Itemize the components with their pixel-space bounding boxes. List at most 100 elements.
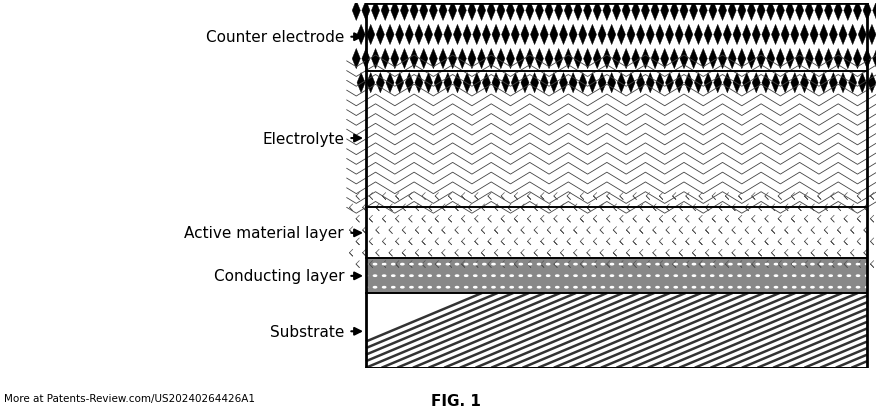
Polygon shape xyxy=(482,25,490,45)
Circle shape xyxy=(583,287,586,288)
Circle shape xyxy=(729,287,732,288)
Circle shape xyxy=(383,275,385,277)
Circle shape xyxy=(710,287,714,288)
Polygon shape xyxy=(560,73,568,94)
Circle shape xyxy=(419,275,422,277)
Polygon shape xyxy=(603,1,611,21)
Bar xyxy=(366,72,867,208)
Circle shape xyxy=(683,264,686,265)
Polygon shape xyxy=(439,49,447,70)
Circle shape xyxy=(674,287,678,288)
Polygon shape xyxy=(468,1,476,21)
Circle shape xyxy=(847,287,851,288)
Polygon shape xyxy=(646,73,655,94)
Polygon shape xyxy=(564,1,572,21)
Polygon shape xyxy=(502,25,510,45)
Circle shape xyxy=(638,264,641,265)
Polygon shape xyxy=(680,1,688,21)
Polygon shape xyxy=(357,25,365,45)
Polygon shape xyxy=(700,49,708,70)
Circle shape xyxy=(701,275,705,277)
Polygon shape xyxy=(791,73,799,94)
Polygon shape xyxy=(463,73,471,94)
Circle shape xyxy=(364,275,368,277)
Circle shape xyxy=(774,287,778,288)
Circle shape xyxy=(383,264,385,265)
Polygon shape xyxy=(525,49,534,70)
Circle shape xyxy=(519,275,523,277)
Polygon shape xyxy=(593,1,601,21)
Polygon shape xyxy=(829,25,838,45)
Circle shape xyxy=(592,275,596,277)
Circle shape xyxy=(693,264,695,265)
Circle shape xyxy=(392,264,395,265)
Polygon shape xyxy=(636,25,645,45)
Circle shape xyxy=(546,264,550,265)
Circle shape xyxy=(620,275,623,277)
Polygon shape xyxy=(424,25,433,45)
Polygon shape xyxy=(868,73,876,94)
Polygon shape xyxy=(400,1,408,21)
Polygon shape xyxy=(506,1,515,21)
Polygon shape xyxy=(377,73,385,94)
Bar xyxy=(366,4,867,72)
Circle shape xyxy=(720,275,723,277)
Circle shape xyxy=(565,287,568,288)
Polygon shape xyxy=(420,1,428,21)
Polygon shape xyxy=(665,73,673,94)
Polygon shape xyxy=(352,49,360,70)
Circle shape xyxy=(538,264,540,265)
Polygon shape xyxy=(723,73,731,94)
Circle shape xyxy=(810,275,814,277)
Circle shape xyxy=(766,287,768,288)
Polygon shape xyxy=(825,49,832,70)
Polygon shape xyxy=(661,1,669,21)
Text: Counter electrode: Counter electrode xyxy=(206,30,344,45)
Polygon shape xyxy=(535,49,544,70)
Polygon shape xyxy=(589,73,597,94)
Polygon shape xyxy=(801,25,809,45)
Circle shape xyxy=(446,275,450,277)
Circle shape xyxy=(774,264,778,265)
Circle shape xyxy=(783,275,787,277)
Polygon shape xyxy=(521,25,529,45)
Polygon shape xyxy=(839,73,847,94)
Circle shape xyxy=(802,275,805,277)
Circle shape xyxy=(820,287,823,288)
Circle shape xyxy=(492,287,495,288)
Circle shape xyxy=(483,287,486,288)
Polygon shape xyxy=(646,25,655,45)
Polygon shape xyxy=(766,1,774,21)
Circle shape xyxy=(510,287,513,288)
Polygon shape xyxy=(511,73,519,94)
Polygon shape xyxy=(690,1,698,21)
Circle shape xyxy=(802,264,805,265)
Polygon shape xyxy=(873,49,880,70)
Circle shape xyxy=(720,264,723,265)
Circle shape xyxy=(419,287,422,288)
Circle shape xyxy=(747,275,751,277)
Polygon shape xyxy=(473,73,480,94)
Circle shape xyxy=(756,287,759,288)
Polygon shape xyxy=(810,25,818,45)
Polygon shape xyxy=(386,25,394,45)
Polygon shape xyxy=(550,73,558,94)
Polygon shape xyxy=(593,49,601,70)
Circle shape xyxy=(747,264,751,265)
Polygon shape xyxy=(743,25,751,45)
Polygon shape xyxy=(386,73,394,94)
Circle shape xyxy=(756,264,759,265)
Circle shape xyxy=(793,264,796,265)
Circle shape xyxy=(555,275,559,277)
Polygon shape xyxy=(757,49,765,70)
Polygon shape xyxy=(617,25,626,45)
Polygon shape xyxy=(589,25,597,45)
Polygon shape xyxy=(733,73,741,94)
Text: More at Patents-Review.com/US20240264426A1: More at Patents-Review.com/US20240264426… xyxy=(4,393,255,403)
Circle shape xyxy=(455,275,458,277)
Circle shape xyxy=(847,264,851,265)
Circle shape xyxy=(400,264,404,265)
Polygon shape xyxy=(819,73,828,94)
Circle shape xyxy=(647,264,650,265)
Circle shape xyxy=(611,287,613,288)
